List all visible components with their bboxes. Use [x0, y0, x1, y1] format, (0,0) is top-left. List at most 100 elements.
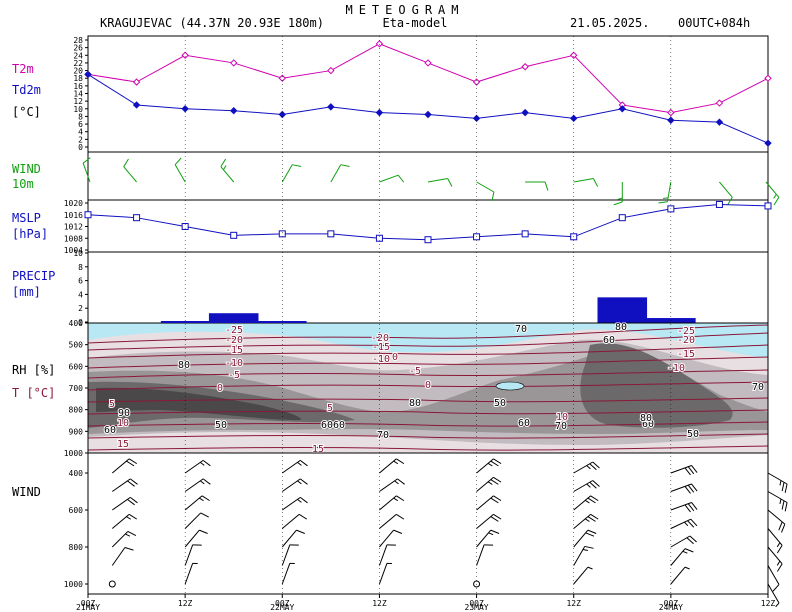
wind-profile-barb-flag — [684, 548, 694, 553]
wind-profile-barb-flag — [126, 460, 135, 467]
wind-profile-barb-half — [586, 483, 591, 488]
temp-tick-label: 0 — [78, 143, 83, 152]
wind-profile-barb-staff — [670, 465, 692, 474]
wind10-barb-half — [223, 165, 227, 171]
temp-tick-label: 22 — [73, 59, 83, 68]
temp-tick-label: 2 — [78, 135, 83, 144]
mslp-point — [181, 223, 189, 230]
temp-contour-label: 0 — [217, 383, 223, 394]
wind-profile-barb — [767, 546, 783, 572]
temp-contour-label: 15 — [117, 439, 129, 450]
wind-profile-barb-staff — [670, 483, 692, 492]
pressure-axis: 400 500 600 700 800 900 1000 — [64, 319, 88, 458]
t2m-point — [424, 59, 432, 67]
wind-profile-barb-staff — [379, 495, 397, 511]
wind10-barb-staff — [379, 174, 399, 183]
wind10-barb-staff — [719, 181, 733, 198]
wind-profile-barb-half — [297, 498, 302, 503]
temp-tick-label: 4 — [78, 128, 83, 137]
td2m-point — [570, 114, 578, 123]
wind-profile-barb-flag — [127, 480, 135, 487]
t2m-point — [764, 74, 772, 82]
pressure-tick-label: 800 — [69, 406, 84, 415]
wind-profile-barb — [476, 495, 502, 511]
precip-label: PRECIP — [12, 269, 55, 283]
wind-profile-barb-half — [586, 465, 591, 470]
temp-tick-label: 16 — [73, 82, 83, 91]
mslp-unit-label: [hPa] — [12, 227, 48, 241]
wind-profile-barb — [184, 529, 208, 548]
day-label: 24MAY — [659, 603, 683, 612]
wind-profile-barb — [670, 502, 698, 513]
wind-profile-barb-staff — [476, 495, 494, 511]
mslp-tick-label: 1004 — [64, 246, 83, 255]
wind10-panel — [87, 151, 769, 201]
temp-unit-label: [°C] — [12, 105, 41, 119]
wind-profile-barb-staff — [767, 583, 780, 604]
temp-contour-label: 0 — [425, 380, 431, 391]
wind10-barb — [476, 181, 495, 201]
wind10-barb-staff — [220, 166, 235, 183]
wind10-barb-staff — [765, 181, 780, 198]
mslp-point — [327, 230, 335, 238]
wind-profile-barb-flag — [784, 483, 788, 493]
temp-contour-label: -15 — [372, 342, 390, 353]
td2m-series — [84, 70, 772, 147]
wind-profile-barb-flag — [490, 516, 499, 522]
wind10-barb-staff — [573, 178, 594, 183]
temp-contour-label: -20 — [371, 333, 389, 344]
t2m-point — [278, 74, 286, 82]
t2m-point — [327, 66, 335, 75]
time-tick-label: 00Z — [469, 599, 484, 608]
wind-profile-barb-staff — [378, 544, 388, 566]
mslp-point — [375, 234, 383, 242]
wind-profile-tick-label: 1000 — [64, 580, 83, 589]
temp-tick-label: 14 — [73, 90, 83, 99]
temp-contour-label: -10 — [225, 358, 243, 369]
temp-tick-label: 24 — [73, 51, 83, 60]
wind10-barb-flag — [491, 191, 495, 201]
date-label: 21.05.2025. — [570, 16, 649, 30]
wind-profile-barb-staff — [184, 563, 194, 585]
wind-profile-barb-flag — [490, 497, 499, 504]
wind-profile-barb-flag — [589, 481, 597, 489]
wind-profile-barb-staff — [767, 491, 788, 503]
wind10-barb-flag — [397, 174, 405, 183]
wind10-barb-flag — [447, 178, 453, 187]
wind-profile-barb-staff — [184, 544, 194, 566]
t2m-line — [87, 43, 769, 114]
run-label: 00UTC+084h — [678, 16, 750, 30]
wind-profile-barb — [767, 528, 783, 554]
mslp-label: MSLP — [12, 211, 41, 225]
td2m-point — [521, 108, 529, 117]
day-label: 21MAY — [76, 603, 100, 612]
rh-contour-label: 80 — [640, 413, 652, 424]
temp-contour-label: 10 — [117, 418, 129, 429]
wind-profile-tick-label: 800 — [69, 543, 84, 552]
td2m-point — [84, 70, 92, 79]
wind-profile-barb-staff — [281, 563, 291, 585]
wind-profile-barb-flag — [199, 529, 208, 534]
wind-profile-barb-flag — [300, 459, 308, 467]
td2m-point — [230, 106, 238, 115]
wind-profile-barb-half — [779, 498, 782, 504]
wind-profile-panel — [87, 452, 769, 595]
temperature-panel — [87, 35, 769, 153]
td2m-point — [715, 118, 724, 126]
wind-profile-barb-half — [684, 521, 689, 527]
wind-profile-barb-flag — [128, 458, 138, 465]
t2m-point — [472, 78, 481, 86]
time-tick-label: 00Z — [81, 599, 96, 608]
rh-contour-label: 70 — [555, 421, 567, 432]
wind-profile-barb-half — [297, 461, 302, 466]
wind-profile-barb-flag — [776, 563, 783, 572]
temp-contour-label: 10 — [556, 412, 568, 423]
wind-profile-barb-half — [779, 480, 782, 486]
wind-profile-tick-label: 400 — [69, 469, 84, 478]
wind-profile-barb — [670, 465, 698, 476]
wind-profile-barb-half — [584, 518, 590, 522]
mslp-point — [715, 200, 723, 208]
temperature-contours — [88, 324, 768, 451]
wind-profile-barb-flag — [781, 482, 785, 492]
td2m-point — [618, 105, 626, 113]
